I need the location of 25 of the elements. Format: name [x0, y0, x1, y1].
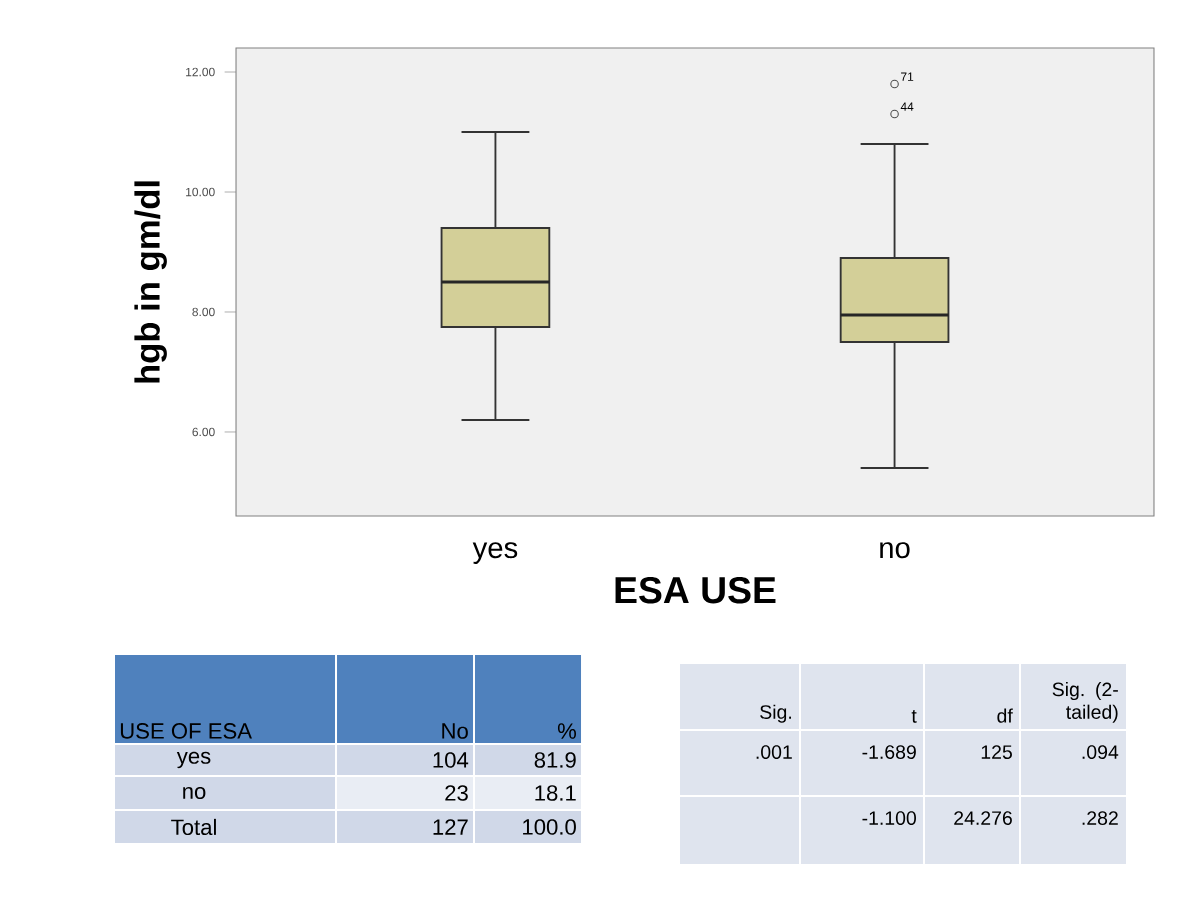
text: 127: [433, 819, 468, 835]
text: 23: [445, 785, 468, 801]
text: -1.689: [862, 745, 916, 759]
text: .001: [756, 745, 792, 759]
text: .282: [1082, 811, 1118, 825]
text: Total: [171, 818, 216, 836]
text: -1.100: [862, 811, 916, 825]
text: yes: [176, 751, 211, 769]
text: 81.9: [534, 752, 576, 768]
text: Sig. (2-tailed): [1052, 681, 1118, 723]
text: 125: [981, 745, 1012, 759]
text: 24.276: [954, 811, 1012, 825]
text: t: [911, 710, 917, 723]
y-axis-title: hgb in gm/dl: [134, 181, 167, 383]
text: .094: [1082, 745, 1119, 759]
text: USE OF ESA: [120, 723, 252, 739]
x-axis-title: ESA USE: [615, 576, 776, 604]
text: No: [442, 723, 468, 739]
text: 104: [433, 752, 469, 768]
text: no: [183, 786, 206, 800]
text: 18.1: [535, 785, 576, 801]
text: Sig.: [760, 704, 792, 723]
text: df: [997, 708, 1013, 723]
text: %: [557, 723, 577, 739]
text: 100.0: [523, 819, 576, 835]
